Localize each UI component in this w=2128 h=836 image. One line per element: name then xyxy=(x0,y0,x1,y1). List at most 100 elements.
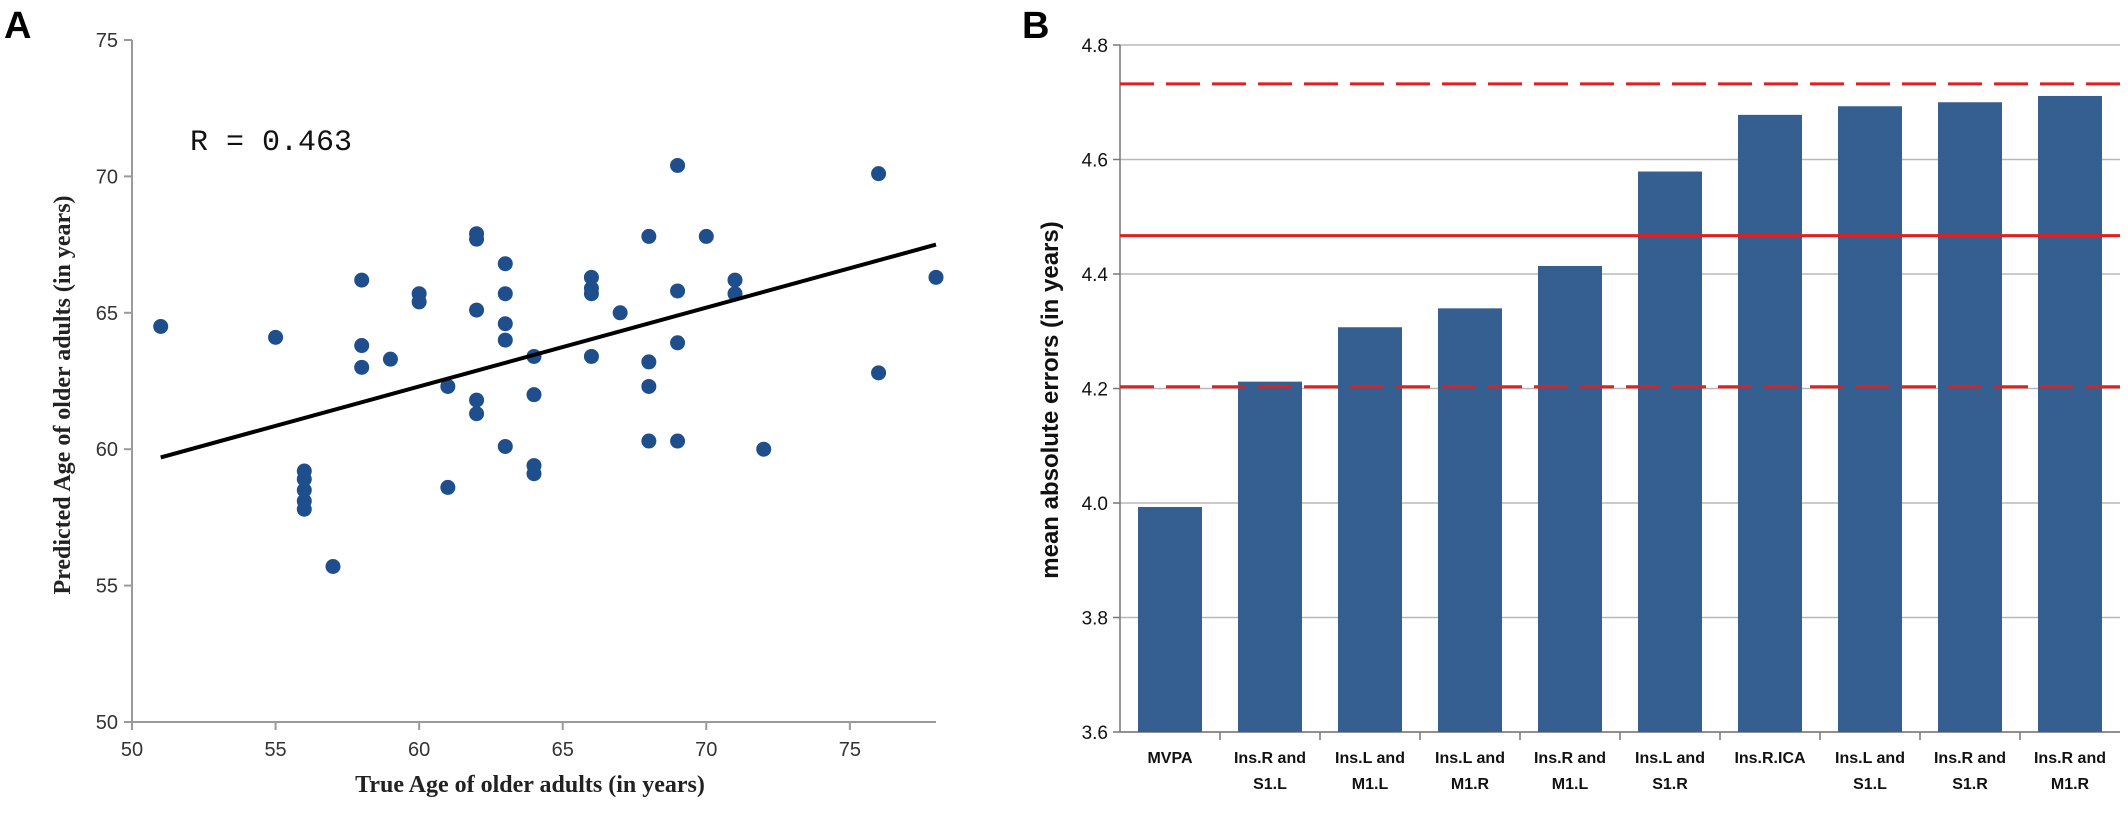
a-data-point xyxy=(469,302,485,318)
a-data-point xyxy=(583,348,599,364)
a-data-point xyxy=(469,231,485,247)
b-y-tick-label: 3.6 xyxy=(1082,723,1108,744)
a-y-tick-label: 70 xyxy=(96,166,118,188)
b-bar xyxy=(1938,102,2002,732)
a-data-point xyxy=(296,482,312,498)
panel-label-a: A xyxy=(4,5,31,47)
a-x-axis-title: True Age of older adults (in years) xyxy=(355,772,705,798)
b-bar xyxy=(2038,95,2102,732)
b-category-label: S1.R xyxy=(1952,776,1988,793)
a-data-point xyxy=(641,433,657,449)
a-data-point xyxy=(583,286,599,302)
a-data-point xyxy=(871,166,887,182)
a-correlation-annotation: R = 0.463 xyxy=(190,126,352,160)
a-x-tick-label: 70 xyxy=(695,739,717,761)
b-category-label: Ins.R.ICA xyxy=(1734,750,1806,767)
a-data-point xyxy=(670,157,686,173)
a-y-tick-label: 75 xyxy=(96,30,118,52)
b-category-label: MVPA xyxy=(1147,750,1192,767)
a-data-point xyxy=(497,286,513,302)
b-bar xyxy=(1638,171,1702,732)
b-y-tick-label: 4.8 xyxy=(1082,36,1108,57)
a-data-point xyxy=(641,378,657,394)
panel-label-b: B xyxy=(1022,5,1049,47)
b-category-label: S1.L xyxy=(1253,776,1287,793)
b-bar xyxy=(1238,381,1302,732)
a-data-point xyxy=(583,269,599,285)
b-y-tick-label: 4.6 xyxy=(1082,151,1108,172)
b-category-label: M1.R xyxy=(1451,776,1490,793)
a-data-point xyxy=(727,272,743,288)
a-y-tick-label: 50 xyxy=(96,712,118,734)
a-data-point xyxy=(469,392,485,408)
b-category-label: M1.L xyxy=(1352,776,1389,793)
a-data-point xyxy=(698,228,714,244)
a-data-point xyxy=(526,466,542,482)
a-x-tick-label: 65 xyxy=(552,739,574,761)
a-data-point xyxy=(928,269,944,285)
b-category-labels: MVPA Ins.R and S1.L Ins.L and M1.L Ins.L and M… xyxy=(1147,750,2106,793)
a-data-point xyxy=(497,256,513,272)
a-data-points xyxy=(153,157,944,575)
a-tick-labels: 50 55 60 65 70 75 50 55 60 65 70 75 xyxy=(96,30,861,761)
a-x-tick-label: 50 xyxy=(121,739,143,761)
a-data-point xyxy=(497,316,513,332)
b-reference-lines xyxy=(1120,82,2120,389)
bar-chart-b: 3.6 3.8 4.0 4.2 4.4 4.6 4.8 MVPA Ins.R and S1.L I… xyxy=(1037,36,2120,793)
a-y-tick-label: 65 xyxy=(96,303,118,325)
b-bar xyxy=(1838,106,1902,732)
a-data-point xyxy=(497,438,513,454)
b-bar xyxy=(1138,507,1202,732)
b-category-label: Ins.L and xyxy=(1835,750,1905,767)
b-category-label: Ins.R and xyxy=(1534,750,1606,767)
a-data-point xyxy=(354,359,370,375)
a-data-point xyxy=(612,305,628,321)
a-data-point xyxy=(871,365,887,381)
a-x-tick-label: 60 xyxy=(408,739,430,761)
b-category-label: Ins.L and xyxy=(1435,750,1505,767)
b-category-label: Ins.R and xyxy=(1934,750,2006,767)
b-category-label: M1.R xyxy=(2051,776,2090,793)
a-y-axis-title: Predicted Age of older adults (in years) xyxy=(50,195,76,594)
b-bar xyxy=(1738,114,1802,733)
a-data-point xyxy=(296,471,312,487)
a-data-point xyxy=(382,351,398,367)
b-tick-labels: 3.6 3.8 4.0 4.2 4.4 4.6 4.8 xyxy=(1082,36,1109,744)
a-data-point xyxy=(756,441,772,457)
a-data-point xyxy=(411,294,427,310)
a-data-point xyxy=(296,501,312,517)
a-data-point xyxy=(670,283,686,299)
a-axes xyxy=(124,39,936,730)
b-bars xyxy=(1138,95,2102,733)
b-category-label: S1.R xyxy=(1652,776,1688,793)
b-bar xyxy=(1538,265,1602,732)
a-regression-line xyxy=(160,242,937,460)
a-data-point xyxy=(325,559,341,575)
b-bar xyxy=(1338,327,1402,732)
a-data-point xyxy=(526,387,542,403)
b-y-tick-label: 4.4 xyxy=(1082,265,1109,286)
b-category-label: Ins.L and xyxy=(1635,750,1705,767)
b-category-label: Ins.R and xyxy=(2034,750,2106,767)
a-y-tick-label: 55 xyxy=(96,576,118,598)
a-data-point xyxy=(153,318,169,334)
a-data-point xyxy=(440,378,456,394)
a-data-point xyxy=(354,272,370,288)
a-data-point xyxy=(641,354,657,370)
a-y-tick-label: 60 xyxy=(96,439,118,461)
a-data-point xyxy=(641,228,657,244)
a-data-point xyxy=(469,406,485,422)
b-bar xyxy=(1438,308,1502,732)
b-y-tick-label: 4.0 xyxy=(1082,494,1108,515)
scatter-chart-a: 50 55 60 65 70 75 50 55 60 65 70 75 R = 0.463 True … xyxy=(50,30,944,798)
a-x-tick-label: 75 xyxy=(839,739,861,761)
b-category-label: M1.L xyxy=(1552,776,1589,793)
a-data-point xyxy=(354,338,370,354)
a-x-tick-label: 55 xyxy=(264,739,286,761)
a-data-point xyxy=(670,433,686,449)
a-data-point xyxy=(440,479,456,495)
b-y-tick-label: 3.8 xyxy=(1082,609,1108,630)
b-category-label: Ins.L and xyxy=(1335,750,1405,767)
a-data-point xyxy=(268,329,284,345)
